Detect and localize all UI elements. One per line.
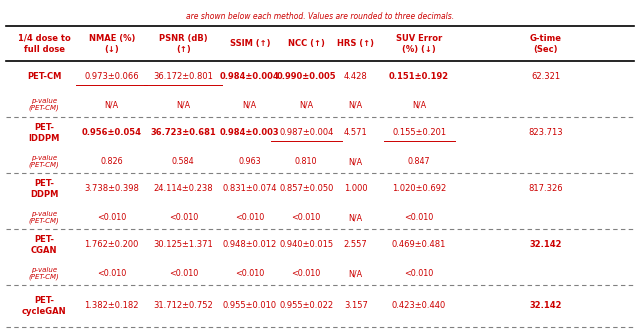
Text: p-value
(PET-CM): p-value (PET-CM) [29,98,60,111]
Text: <0.010: <0.010 [292,269,321,278]
Text: 32.142: 32.142 [529,240,562,249]
Text: 0.810: 0.810 [295,157,317,166]
Text: PET-
CGAN: PET- CGAN [31,234,58,255]
Text: 0.990±0.005: 0.990±0.005 [276,72,336,81]
Text: 823.713: 823.713 [529,128,563,137]
Text: p-value
(PET-CM): p-value (PET-CM) [29,267,60,280]
Text: 0.847: 0.847 [408,157,431,166]
Text: 0.948±0.012: 0.948±0.012 [223,240,277,249]
Text: 0.469±0.481: 0.469±0.481 [392,240,446,249]
Text: N/A: N/A [412,100,426,109]
Text: 0.831±0.074: 0.831±0.074 [223,184,277,193]
Text: 0.151±0.192: 0.151±0.192 [389,72,449,81]
Text: <0.010: <0.010 [97,213,126,222]
Text: <0.010: <0.010 [404,213,434,222]
Text: 36.172±0.801: 36.172±0.801 [154,72,213,81]
Text: 0.826: 0.826 [100,157,123,166]
Text: 0.987±0.004: 0.987±0.004 [279,128,333,137]
Text: NCC (↑): NCC (↑) [288,39,324,48]
Text: 31.712±0.752: 31.712±0.752 [154,301,213,310]
Text: PET-
cycleGAN: PET- cycleGAN [22,296,67,316]
Text: 3.157: 3.157 [344,301,368,310]
Text: <0.010: <0.010 [235,213,264,222]
Text: 4.571: 4.571 [344,128,367,137]
Text: 0.940±0.015: 0.940±0.015 [279,240,333,249]
Text: 0.963: 0.963 [239,157,261,166]
Text: 0.984±0.004: 0.984±0.004 [220,72,280,81]
Text: 36.723±0.681: 36.723±0.681 [150,128,216,137]
Text: 32.142: 32.142 [529,301,562,310]
Text: 62.321: 62.321 [531,72,561,81]
Text: 3.738±0.398: 3.738±0.398 [84,184,140,193]
Text: N/A: N/A [349,100,363,109]
Text: <0.010: <0.010 [97,269,126,278]
Text: <0.010: <0.010 [235,269,264,278]
Text: HRS (↑): HRS (↑) [337,39,374,48]
Text: N/A: N/A [299,100,313,109]
Text: 0.984±0.003: 0.984±0.003 [220,128,280,137]
Text: <0.010: <0.010 [292,213,321,222]
Text: 817.326: 817.326 [529,184,563,193]
Text: G-time
(Sec): G-time (Sec) [530,34,562,54]
Text: 1.762±0.200: 1.762±0.200 [84,240,139,249]
Text: PET-CM: PET-CM [27,72,61,81]
Text: p-value
(PET-CM): p-value (PET-CM) [29,211,60,224]
Text: N/A: N/A [176,100,190,109]
Text: 1.000: 1.000 [344,184,367,193]
Text: SSIM (↑): SSIM (↑) [230,39,270,48]
Text: 0.155±0.201: 0.155±0.201 [392,128,446,137]
Text: 0.955±0.022: 0.955±0.022 [279,301,333,310]
Text: 0.423±0.440: 0.423±0.440 [392,301,446,310]
Text: 0.956±0.054: 0.956±0.054 [82,128,142,137]
Text: 1/4 dose to
full dose: 1/4 dose to full dose [18,34,70,54]
Text: 1.020±0.692: 1.020±0.692 [392,184,446,193]
Text: 4.428: 4.428 [344,72,367,81]
Text: N/A: N/A [243,100,257,109]
Text: 2.557: 2.557 [344,240,367,249]
Text: PET-
DDPM: PET- DDPM [30,179,58,199]
Text: 0.973±0.066: 0.973±0.066 [84,72,139,81]
Text: N/A: N/A [349,157,363,166]
Text: PSNR (dB)
(↑): PSNR (dB) (↑) [159,34,207,54]
Text: NMAE (%)
(↓): NMAE (%) (↓) [88,34,135,54]
Text: p-value
(PET-CM): p-value (PET-CM) [29,155,60,169]
Text: SUV Error
(%) (↓): SUV Error (%) (↓) [396,34,442,54]
Text: N/A: N/A [349,213,363,222]
Text: <0.010: <0.010 [169,269,198,278]
Text: 0.857±0.050: 0.857±0.050 [279,184,333,193]
Text: 24.114±0.238: 24.114±0.238 [154,184,213,193]
Text: PET-
IDDPM: PET- IDDPM [28,123,60,143]
Text: 30.125±1.371: 30.125±1.371 [154,240,213,249]
Text: 0.955±0.010: 0.955±0.010 [223,301,277,310]
Text: are shown below each method. Values are rounded to three decimals.: are shown below each method. Values are … [186,11,454,20]
Text: 1.382±0.182: 1.382±0.182 [84,301,139,310]
Text: <0.010: <0.010 [169,213,198,222]
Text: 0.584: 0.584 [172,157,195,166]
Text: <0.010: <0.010 [404,269,434,278]
Text: N/A: N/A [105,100,119,109]
Text: N/A: N/A [349,269,363,278]
